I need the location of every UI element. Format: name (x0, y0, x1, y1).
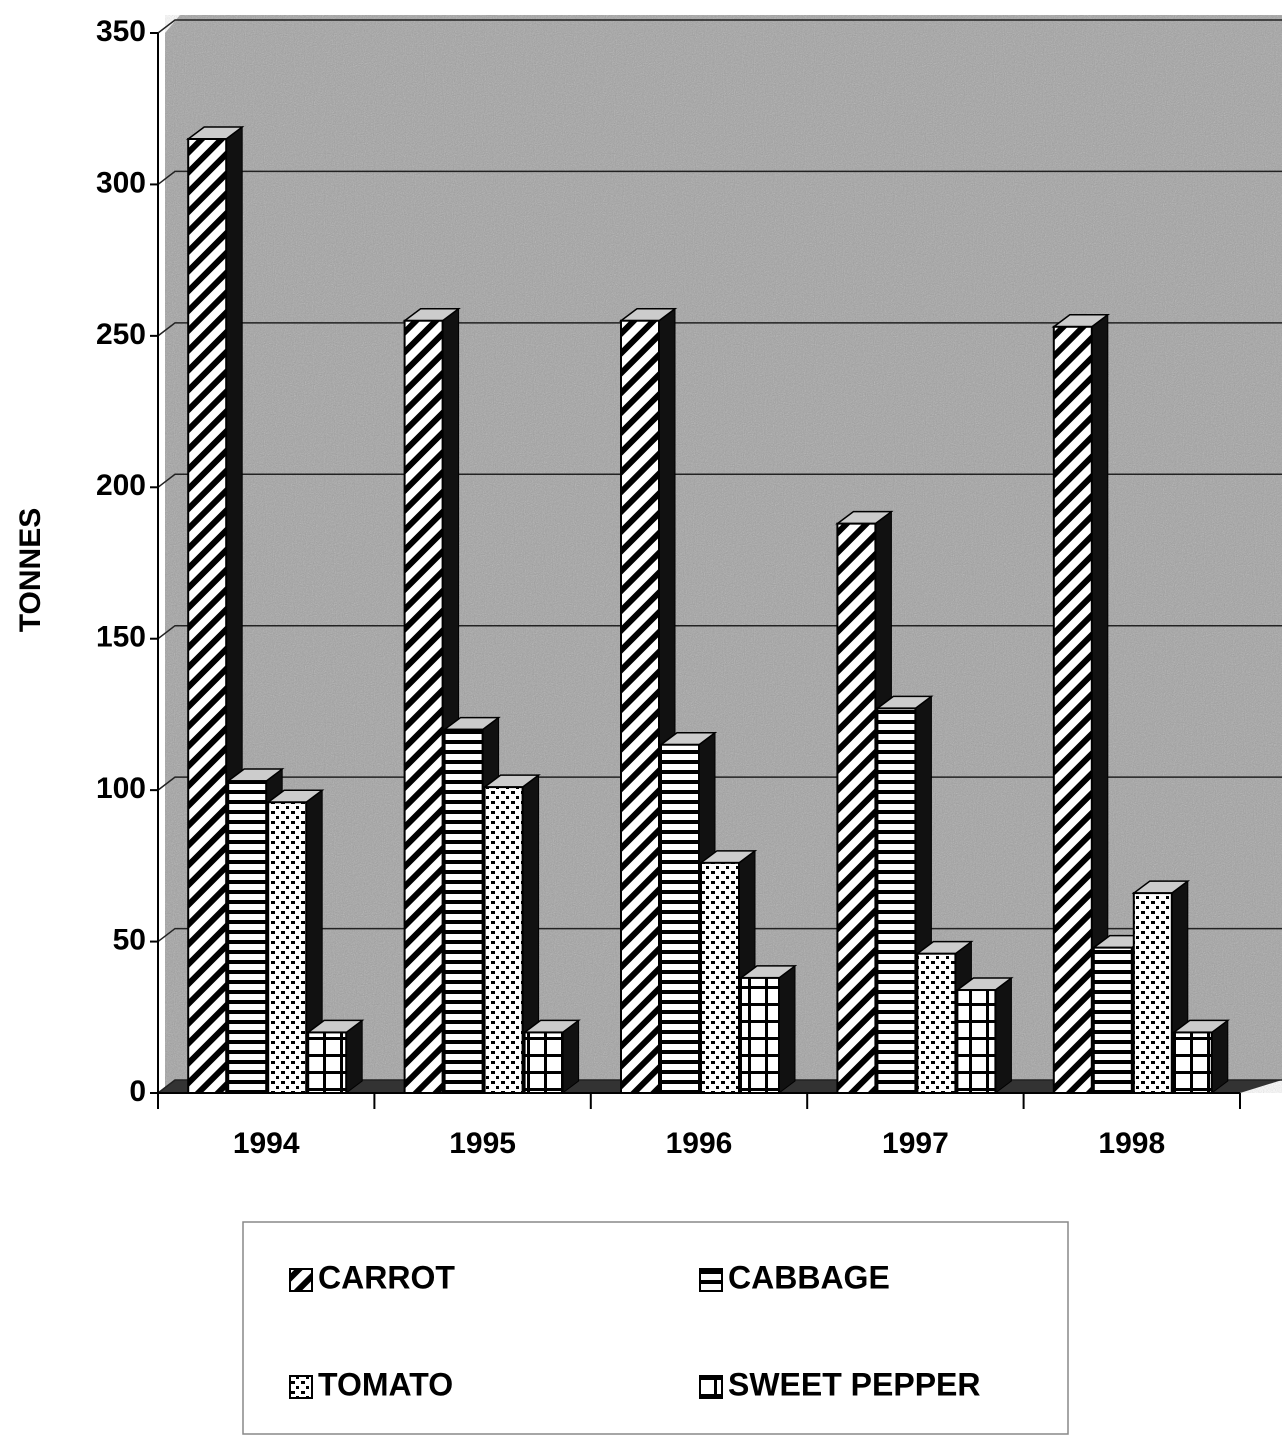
y-tick-label: 300 (96, 166, 146, 199)
legend-label: SWEET PEPPER (728, 1366, 981, 1402)
y-tick-label: 250 (96, 318, 146, 351)
y-tick-label: 100 (96, 772, 146, 805)
y-tick-label: 350 (96, 15, 146, 48)
bar (740, 976, 780, 1095)
legend-swatch (289, 1268, 313, 1292)
legend-box (242, 1221, 1069, 1435)
legend-label: CARROT (318, 1259, 455, 1295)
bar (1172, 1031, 1213, 1095)
y-tick-label: 50 (113, 923, 146, 956)
bar (187, 138, 228, 1094)
grid-line (157, 473, 1282, 488)
bar (620, 319, 660, 1094)
legend-label: CABBAGE (728, 1259, 890, 1295)
bar (876, 707, 917, 1094)
bar (443, 728, 484, 1094)
bar (660, 743, 700, 1094)
bar (916, 952, 957, 1095)
x-tick-label: 1995 (449, 1127, 516, 1160)
x-tick-label: 1998 (1098, 1127, 1165, 1160)
y-tick-label: 200 (96, 469, 146, 502)
bar (700, 861, 740, 1094)
grid-line (157, 170, 1282, 186)
grid-line (157, 19, 1282, 34)
legend-label: TOMATO (318, 1366, 453, 1402)
bar-side (994, 977, 1012, 1094)
legend: CARROT CABBAGE TOMATO SWEET PEPPER (289, 1259, 981, 1402)
bar (836, 522, 877, 1094)
bar (403, 319, 444, 1094)
bars (185, 126, 1231, 1095)
labels: 0 50 100 150 200 250 300 350 1994 1995 1996 1997 199… (96, 15, 1241, 1160)
x-tick-label: 1996 (666, 1127, 733, 1160)
x-tick-label: 1997 (882, 1127, 949, 1160)
legend-swatch (699, 1375, 723, 1399)
legend-swatch (699, 1268, 723, 1292)
bar-side (778, 964, 796, 1094)
bar (483, 786, 524, 1094)
y-tick-label: 150 (96, 621, 146, 654)
bar (307, 1031, 348, 1095)
x-tick-label: 1994 (233, 1127, 300, 1160)
bar (1052, 325, 1093, 1094)
y-axis-label: TONNES (14, 508, 47, 632)
grid-line (157, 624, 1282, 640)
bar (227, 780, 268, 1094)
bar (523, 1031, 564, 1095)
bar (1092, 946, 1133, 1095)
bar (956, 989, 997, 1094)
grid-line (157, 322, 1282, 337)
y-tick-label: 0 (129, 1075, 146, 1108)
bar (1132, 892, 1173, 1094)
legend-swatch (289, 1375, 313, 1399)
bar (267, 801, 308, 1094)
